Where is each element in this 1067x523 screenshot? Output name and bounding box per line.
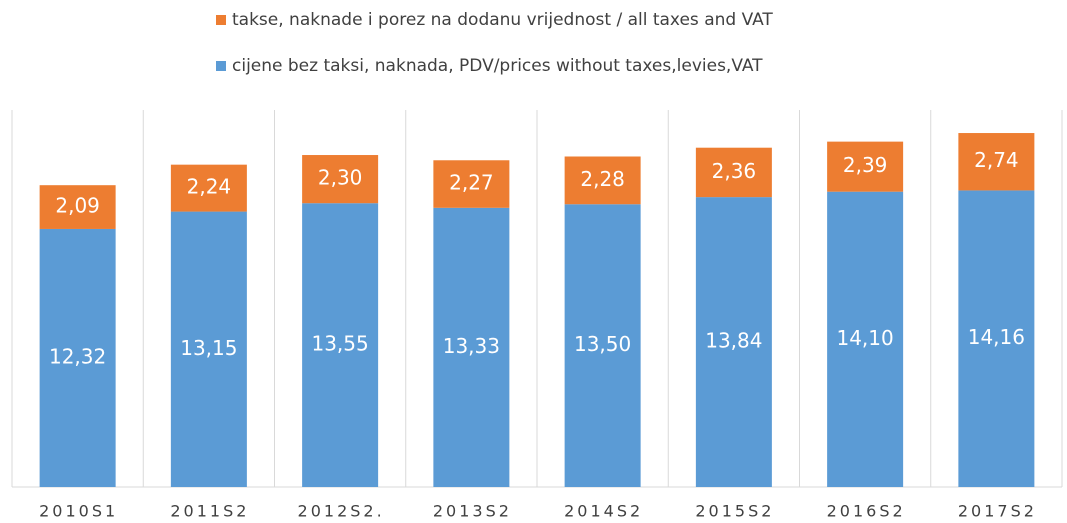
bar-segment [433,207,510,488]
data-label: 2,30 [318,166,363,190]
data-label: 2,09 [55,194,100,218]
bar-segment [302,203,379,488]
legend-swatch [216,61,226,71]
bar-segment [827,141,904,192]
data-label: 13,33 [443,334,500,358]
data-label: 13,55 [311,332,368,356]
bar-segment [958,190,1035,487]
legend-swatch [216,15,226,25]
data-label: 2,39 [843,153,888,177]
x-tick-label: 2010S1 [39,502,118,521]
bar-segment [564,156,641,205]
data-label: 2,27 [449,171,494,195]
legend-label: cijene bez taksi, naknada, PDV/prices wi… [232,56,763,76]
bar-segment [958,133,1035,191]
bar-segment [170,211,247,487]
x-tick-label: 2012S2. [298,502,385,521]
data-label: 13,50 [574,332,631,356]
bar-segment [39,185,116,229]
data-label: 13,84 [705,329,762,353]
bar-segment [695,197,772,487]
data-label: 2,24 [187,175,232,199]
data-label: 2,74 [974,148,1019,172]
data-label: 2,28 [580,167,625,191]
x-tick-label: 2016S2 [827,502,906,521]
bar-segment [302,155,379,204]
data-label: 12,32 [49,344,106,368]
x-tick-label: 2017S2 [958,502,1037,521]
bar-segment [564,204,641,487]
legend-label: takse, naknade i porez na dodanu vrijedn… [232,10,773,30]
data-label: 14,10 [836,326,893,350]
bar-segment [39,228,116,487]
x-tick-label: 2015S2 [695,502,774,521]
bar-segment [433,160,510,208]
x-tick-label: 2011S2 [170,502,249,521]
bar-segment [695,147,772,198]
data-label: 13,15 [180,336,237,360]
x-tick-label: 2013S2 [433,502,512,521]
data-label: 2,36 [712,159,757,183]
data-label: 14,16 [968,325,1025,349]
bar-segment [827,191,904,487]
x-tick-label: 2014S2 [564,502,643,521]
bar-segment [170,164,247,212]
